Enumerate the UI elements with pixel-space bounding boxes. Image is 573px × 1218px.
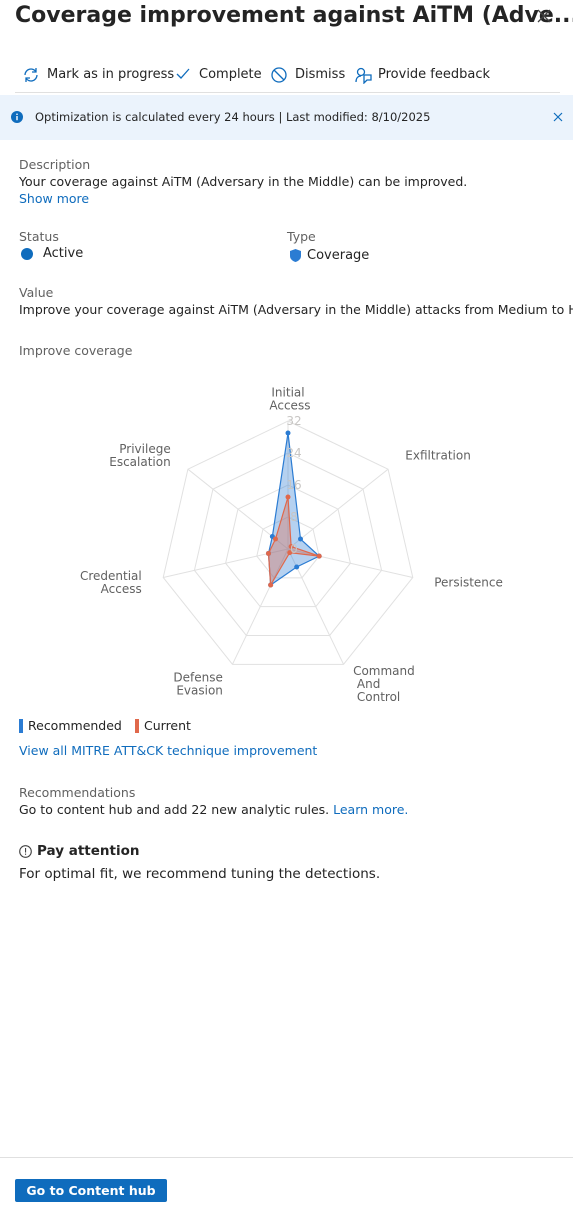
grid-ring (256, 516, 320, 579)
shield-icon (290, 249, 301, 262)
toolbar-button[interactable]: Dismiss (295, 67, 346, 82)
radar-area (267, 432, 321, 587)
type-value: Coverage (307, 248, 370, 263)
section-label: Type (287, 229, 316, 244)
r-tick-label: 0 (290, 542, 298, 556)
toolbar-button[interactable]: Complete (199, 67, 262, 82)
axis-label: Credential Access (80, 569, 142, 596)
dismiss-icon (271, 67, 287, 83)
radar-point (287, 550, 293, 556)
section-label: Recommendations (19, 785, 136, 800)
radar-point (272, 536, 278, 542)
panel-title: Coverage improvement against AiTM (Adve.… (15, 3, 573, 28)
status-dot (21, 248, 33, 260)
radar-point (285, 494, 291, 500)
grid-spoke (287, 548, 413, 578)
radar-point (285, 430, 291, 436)
axis-label: Exfiltration (405, 448, 471, 462)
grid-spoke (232, 548, 289, 665)
radar-point (266, 550, 272, 556)
axis-label: Command And Control (353, 664, 415, 704)
r-tick-label: 16 (286, 478, 301, 492)
axis-label: Defense Evasion (173, 671, 223, 698)
grid-ring (225, 484, 351, 608)
axis-label: Persistence (434, 575, 503, 589)
show-more-link[interactable]: Show more (19, 191, 90, 206)
section-label: Description (19, 157, 91, 172)
toolbar-button[interactable]: Provide feedback (378, 67, 491, 82)
legend-swatch (19, 719, 23, 733)
grid-spoke (287, 468, 389, 550)
r-tick-label: 8 (290, 510, 298, 524)
legend-swatch (135, 719, 139, 733)
banner-text: Optimization is calculated every 24 hour… (35, 110, 431, 124)
attention-title: Pay attention (37, 843, 140, 859)
primary-button[interactable]: Go to Content hub (15, 1179, 167, 1202)
legend-label: Current (144, 718, 191, 733)
check-icon (176, 68, 190, 79)
radar-point (268, 582, 274, 588)
close-button[interactable] (537, 9, 551, 23)
legend-label: Recommended (28, 718, 122, 733)
radar-point (288, 544, 294, 550)
attention-text: For optimal fit, we recommend tuning the… (19, 866, 381, 882)
radar-area (267, 496, 320, 588)
radar-point (294, 564, 300, 570)
refresh-icon (24, 68, 38, 82)
section-label: Improve coverage (19, 343, 133, 358)
grid-ring (193, 452, 383, 636)
axis-label: Privilege Escalation (105, 442, 170, 469)
r-tick-label: 32 (286, 414, 301, 428)
value-text: Improve your coverage against AiTM (Adve… (19, 302, 573, 317)
toolbar-button[interactable]: Mark as in progress (47, 67, 175, 82)
learn-more-link[interactable]: Learn more. (333, 802, 409, 817)
r-tick-label: 24 (286, 446, 301, 460)
footer-divider (0, 1157, 573, 1158)
radar-point (316, 553, 322, 559)
description-text: Your coverage against AiTM (Adversary in… (19, 174, 468, 189)
divider (15, 92, 560, 93)
recommendation-line: Go to content hub and add 22 new analyti… (19, 802, 408, 818)
feedback-icon (355, 67, 372, 84)
info-banner (0, 95, 573, 140)
status-value: Active (43, 246, 84, 261)
info-icon (11, 111, 23, 123)
axis-label: Initial Access (266, 386, 311, 413)
recommendation-text: Go to content hub and add 22 new analyti… (19, 802, 330, 817)
mitre-link[interactable]: View all MITRE ATT&CK technique improvem… (19, 743, 318, 758)
banner-close[interactable] (553, 112, 563, 122)
attention-icon (19, 845, 32, 858)
grid-ring (162, 420, 414, 665)
section-label: Status (19, 229, 59, 244)
radar-point (298, 536, 304, 542)
section-label: Value (19, 285, 54, 300)
